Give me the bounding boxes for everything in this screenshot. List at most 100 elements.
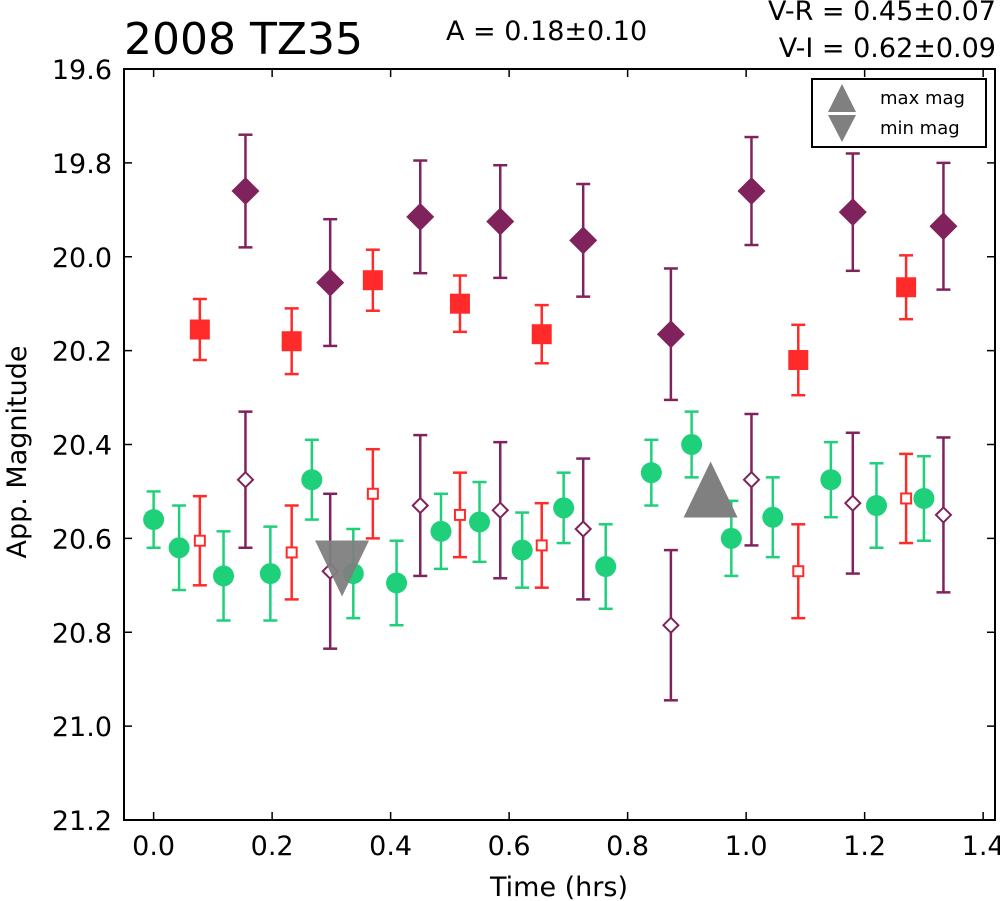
color-index-vr: V-R = 0.45±0.07: [767, 0, 996, 27]
legend-min-mag-icon: [828, 115, 856, 142]
y-tick-label: 20.2: [52, 337, 112, 368]
data-point-6-0: [315, 540, 370, 597]
diamond-marker: [569, 226, 598, 255]
max-mag-marker: [683, 461, 738, 518]
diamond-marker: [661, 616, 680, 635]
circle-marker: [143, 509, 165, 531]
square-marker: [792, 565, 805, 578]
circle-marker: [595, 556, 617, 578]
data-point-2-9: [511, 511, 533, 589]
square-marker: [449, 293, 470, 314]
diamond-marker: [838, 198, 867, 227]
circle-marker: [259, 563, 281, 585]
data-point-2-7: [430, 492, 452, 571]
data-point-0-4: [569, 182, 598, 298]
x-tick-label: 1.4: [962, 831, 1000, 862]
y-tick-label: 19.6: [52, 55, 112, 86]
data-point-2-6: [386, 539, 408, 627]
data-point-3-6: [899, 452, 914, 545]
y-tick-label: 20.6: [52, 524, 112, 555]
chart-title: 2008 TZ35: [124, 14, 363, 65]
diamond-marker: [934, 505, 953, 524]
circle-marker: [720, 527, 742, 549]
square-marker: [788, 350, 809, 371]
circle-marker: [168, 537, 190, 559]
circle-marker: [762, 506, 784, 528]
amplitude-label: A = 0.18±0.10: [446, 16, 648, 47]
data-point-3-0: [192, 494, 207, 587]
data-point-0-8: [929, 161, 958, 291]
data-point-3-1: [284, 504, 299, 601]
data-point-4-5: [661, 548, 680, 702]
data-point-3-3: [452, 471, 467, 559]
y-tick-label: 20.8: [52, 618, 112, 649]
x-axis-label: Time (hrs): [489, 872, 628, 901]
square-marker: [535, 539, 548, 552]
data-point-2-8: [469, 480, 491, 564]
data-point-1-5: [788, 323, 809, 397]
data-marks: [143, 133, 958, 702]
square-marker: [453, 508, 466, 521]
data-point-2-12: [640, 438, 662, 507]
data-point-2-18: [913, 454, 935, 542]
data-point-2-1: [168, 504, 190, 592]
min-mag-marker: [315, 540, 370, 597]
diamond-marker: [316, 268, 345, 297]
data-point-2-11: [595, 523, 617, 611]
data-point-1-6: [896, 254, 917, 321]
y-tick-label: 21.2: [52, 806, 112, 837]
data-point-2-13: [681, 410, 703, 479]
x-tick-label: 1.0: [725, 831, 768, 862]
circle-marker: [469, 511, 491, 533]
data-point-2-2: [213, 530, 235, 622]
data-point-4-0: [236, 410, 255, 550]
data-point-0-3: [486, 163, 515, 280]
data-point-2-17: [865, 462, 887, 550]
circle-marker: [430, 520, 452, 542]
square-marker: [193, 534, 206, 547]
legend: max mag min mag: [811, 78, 987, 148]
y-tick-label: 21.0: [52, 712, 112, 743]
diamond-marker: [929, 212, 958, 241]
square-marker: [281, 331, 302, 352]
diamond-marker: [411, 496, 430, 515]
data-point-4-4: [574, 457, 593, 601]
x-tick-label: 0.8: [606, 831, 649, 862]
data-point-3-4: [534, 501, 549, 589]
data-point-3-2: [365, 447, 380, 540]
y-tick-label: 19.8: [52, 149, 112, 180]
data-point-2-3: [259, 525, 281, 622]
x-tick-label: 0.0: [132, 831, 175, 862]
circle-marker: [865, 495, 887, 517]
circle-marker: [301, 469, 323, 491]
data-point-0-5: [656, 267, 685, 402]
diamond-marker: [742, 470, 761, 489]
x-tick-label: 1.2: [843, 831, 886, 862]
data-point-4-6: [742, 412, 761, 547]
axis-ticks: 0.0 0.2 0.4 0.6 0.8 1.0 1.2 1.4 19.6 19.8 20.0 20.2…: [52, 55, 1000, 862]
data-point-2-10: [553, 471, 575, 545]
data-point-5-0: [683, 461, 738, 518]
data-point-4-8: [934, 436, 953, 594]
diamond-marker: [231, 177, 260, 206]
circle-marker: [640, 462, 662, 484]
x-tick-label: 0.2: [251, 831, 294, 862]
diamond-marker: [656, 320, 685, 349]
data-point-1-1: [281, 307, 302, 376]
y-tick-label: 20.0: [52, 243, 112, 274]
color-index-vi: V-I = 0.62±0.09: [778, 33, 996, 64]
plot-frame: [123, 68, 996, 821]
data-point-1-0: [189, 297, 210, 362]
data-point-4-7: [843, 431, 862, 575]
y-axis-label: App. Magnitude: [2, 346, 33, 559]
data-point-0-2: [406, 159, 435, 275]
data-point-4-2: [411, 433, 430, 578]
data-point-1-3: [449, 274, 470, 334]
diamond-marker: [843, 494, 862, 513]
data-point-3-5: [791, 523, 806, 620]
circle-marker: [681, 434, 703, 455]
data-point-4-3: [491, 440, 510, 580]
circle-marker: [913, 487, 935, 509]
diamond-marker: [737, 177, 766, 206]
